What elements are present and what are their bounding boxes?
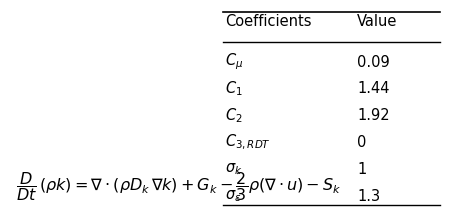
Text: $\sigma_{k}$: $\sigma_{k}$ — [225, 161, 243, 177]
Text: 1: 1 — [357, 162, 366, 177]
Text: 1.44: 1.44 — [357, 81, 390, 96]
Text: $\sigma_{\epsilon}$: $\sigma_{\epsilon}$ — [225, 188, 242, 204]
Text: $C_{1}$: $C_{1}$ — [225, 80, 243, 98]
Text: $C_{\mu}$: $C_{\mu}$ — [225, 52, 244, 72]
Text: Coefficients: Coefficients — [225, 14, 312, 29]
Text: 0: 0 — [357, 135, 366, 150]
Text: $C_{3,RDT}$: $C_{3,RDT}$ — [225, 133, 271, 152]
Text: $C_{2}$: $C_{2}$ — [225, 106, 243, 125]
Text: Value: Value — [357, 14, 398, 29]
Text: 0.09: 0.09 — [357, 55, 390, 70]
Text: $\dfrac{D}{Dt}\,(\rho k) = \nabla \cdot (\rho D_k\, \nabla k) + G_k - \dfrac{2}{: $\dfrac{D}{Dt}\,(\rho k) = \nabla \cdot … — [16, 170, 341, 203]
Text: 1.3: 1.3 — [357, 189, 380, 204]
Text: 1.92: 1.92 — [357, 108, 390, 123]
